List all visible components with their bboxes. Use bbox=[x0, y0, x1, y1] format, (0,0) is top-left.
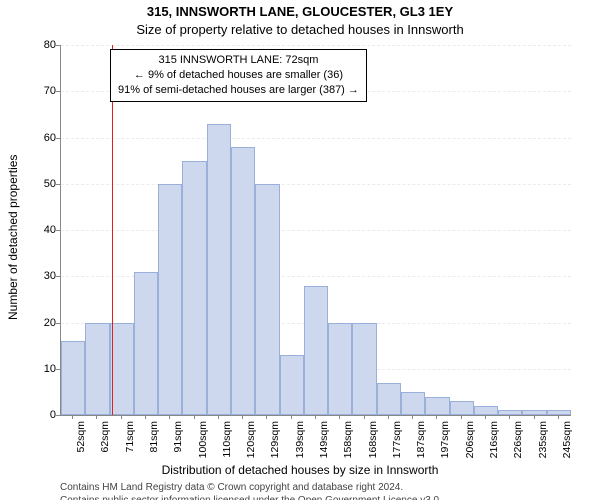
footer-line-2: Contains public sector information licen… bbox=[60, 494, 442, 500]
histogram-bar bbox=[377, 383, 401, 415]
histogram-bar bbox=[304, 286, 328, 416]
histogram-bar bbox=[110, 323, 134, 416]
annotation-line: 315 INNSWORTH LANE: 72sqm bbox=[118, 53, 359, 68]
attribution-footer: Contains HM Land Registry data © Crown c… bbox=[60, 481, 442, 500]
histogram-bar bbox=[280, 355, 304, 415]
y-tick-label: 80 bbox=[38, 39, 56, 51]
y-tick-label: 70 bbox=[38, 85, 56, 97]
histogram-bar bbox=[401, 392, 425, 415]
histogram-bar bbox=[134, 272, 158, 415]
histogram-bar bbox=[207, 124, 231, 415]
annotation-box: 315 INNSWORTH LANE: 72sqm← 9% of detache… bbox=[110, 49, 367, 102]
y-tick-label: 50 bbox=[38, 178, 56, 190]
histogram-bar bbox=[498, 410, 522, 415]
histogram-bar bbox=[547, 410, 571, 415]
footer-line-1: Contains HM Land Registry data © Crown c… bbox=[60, 481, 442, 494]
y-tick-label: 30 bbox=[38, 270, 56, 282]
annotation-line: 91% of semi-detached houses are larger (… bbox=[118, 83, 359, 98]
chart-title-sub: Size of property relative to detached ho… bbox=[0, 22, 600, 37]
annotation-line: ← 9% of detached houses are smaller (36) bbox=[118, 68, 359, 83]
histogram-bar bbox=[255, 184, 279, 415]
histogram-bar bbox=[182, 161, 206, 415]
histogram-bar bbox=[85, 323, 109, 416]
histogram-bar bbox=[328, 323, 352, 416]
histogram-bar bbox=[450, 401, 474, 415]
histogram-bar bbox=[425, 397, 449, 416]
histogram-bar bbox=[231, 147, 255, 415]
y-tick-label: 40 bbox=[38, 224, 56, 236]
y-tick-label: 10 bbox=[38, 363, 56, 375]
histogram-bar bbox=[158, 184, 182, 415]
histogram-bar bbox=[522, 410, 546, 415]
y-axis-label: Number of detached properties bbox=[6, 155, 20, 320]
y-tick-label: 0 bbox=[38, 409, 56, 421]
chart-title-main: 315, INNSWORTH LANE, GLOUCESTER, GL3 1EY bbox=[0, 4, 600, 19]
histogram-bar bbox=[352, 323, 376, 416]
x-axis-label: Distribution of detached houses by size … bbox=[0, 463, 600, 477]
y-tick-label: 60 bbox=[38, 132, 56, 144]
histogram-bar bbox=[474, 406, 498, 415]
histogram-bar bbox=[61, 341, 85, 415]
y-tick-label: 20 bbox=[38, 317, 56, 329]
